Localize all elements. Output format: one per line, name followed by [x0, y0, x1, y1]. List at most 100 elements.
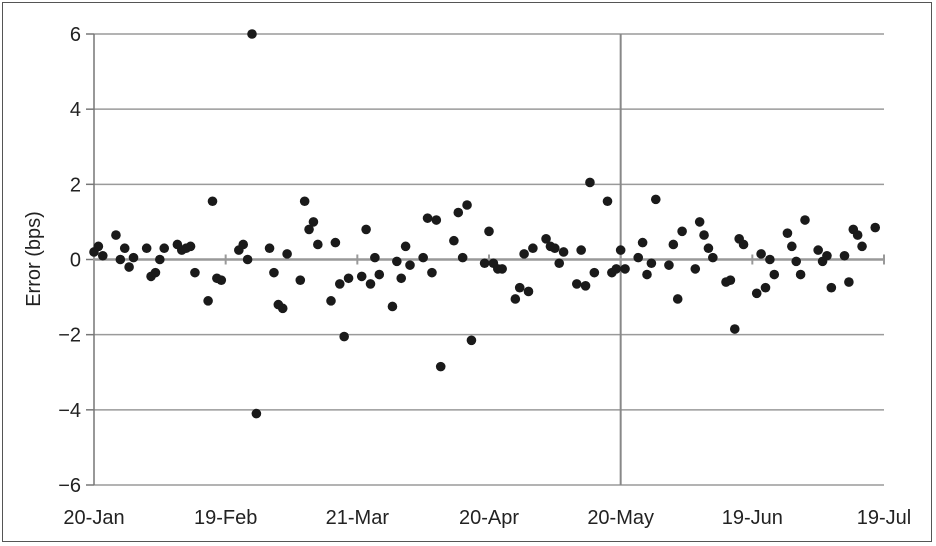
- data-points: [89, 29, 881, 419]
- data-point: [264, 243, 275, 254]
- data-point: [795, 269, 806, 280]
- data-point: [611, 264, 622, 274]
- data-point: [159, 243, 170, 254]
- data-point: [664, 260, 674, 270]
- data-point: [128, 252, 139, 263]
- data-point: [760, 282, 771, 293]
- data-point: [576, 245, 586, 255]
- y-axis-title: Error (bps): [23, 211, 45, 307]
- data-point: [571, 279, 582, 289]
- data-point: [356, 271, 367, 282]
- data-point: [580, 281, 591, 291]
- data-point: [826, 282, 837, 293]
- data-point: [365, 279, 376, 289]
- data-point: [554, 258, 565, 269]
- y-tick-label: 4: [70, 99, 81, 121]
- data-point: [150, 267, 161, 278]
- data-point: [374, 269, 385, 280]
- data-point: [111, 230, 121, 240]
- data-point: [558, 247, 569, 257]
- data-point: [694, 217, 705, 227]
- data-point: [738, 239, 749, 250]
- data-point: [677, 226, 687, 237]
- data-point: [216, 275, 227, 285]
- data-point: [541, 234, 551, 244]
- x-tick-label: 20-Apr: [459, 507, 519, 529]
- data-point: [852, 230, 863, 240]
- data-point: [295, 275, 306, 285]
- data-point: [343, 273, 354, 284]
- data-point: [247, 29, 257, 39]
- data-point: [822, 250, 832, 261]
- data-point: [615, 245, 626, 255]
- data-point: [589, 267, 600, 278]
- y-tick-labels: 6 4 2 0 −2 −4 −6: [58, 24, 81, 497]
- data-point: [510, 294, 521, 304]
- data-point: [207, 196, 218, 207]
- data-point: [729, 324, 740, 334]
- y-tick-label: 6: [70, 24, 81, 46]
- data-point: [528, 243, 538, 254]
- y-tick-label: 0: [70, 250, 81, 272]
- data-point: [642, 269, 652, 280]
- data-point: [637, 237, 648, 248]
- data-point: [497, 264, 507, 274]
- data-point: [427, 267, 437, 278]
- data-point: [339, 331, 349, 342]
- data-point: [765, 254, 775, 265]
- data-point: [277, 303, 288, 314]
- data-point: [238, 239, 249, 250]
- data-point: [449, 235, 459, 246]
- x-tick-label: 20-May: [587, 507, 654, 529]
- data-point: [725, 275, 736, 285]
- x-tick-label: 19-Jun: [722, 507, 783, 529]
- data-point: [119, 243, 130, 254]
- data-point: [304, 224, 314, 235]
- data-point: [787, 241, 797, 252]
- data-point: [514, 282, 525, 293]
- y-tick-label: −2: [58, 325, 81, 347]
- data-point: [330, 237, 341, 248]
- x-tick-label: 21-Mar: [326, 507, 390, 529]
- data-point: [870, 222, 881, 233]
- data-point: [602, 196, 613, 207]
- data-point: [782, 228, 793, 238]
- data-point: [269, 267, 279, 278]
- data-point: [751, 288, 762, 299]
- data-point: [756, 249, 766, 259]
- data-point: [405, 260, 415, 270]
- data-point: [422, 213, 433, 223]
- data-point: [190, 267, 200, 278]
- data-point: [242, 254, 253, 265]
- data-point: [672, 294, 683, 304]
- data-point: [668, 239, 679, 250]
- data-point: [844, 277, 854, 287]
- data-point: [519, 249, 529, 259]
- data-point: [299, 196, 310, 207]
- data-point: [769, 269, 780, 280]
- data-point: [313, 239, 323, 250]
- data-point: [484, 226, 494, 237]
- data-point: [435, 361, 446, 372]
- gridlines: [94, 33, 884, 486]
- data-point: [251, 408, 262, 419]
- data-point: [462, 200, 472, 210]
- data-point: [523, 286, 534, 297]
- data-point: [453, 207, 464, 218]
- y-tick-label: 2: [70, 174, 81, 196]
- data-point: [308, 217, 319, 227]
- data-point: [646, 258, 657, 269]
- data-point: [457, 252, 468, 263]
- data-point: [155, 254, 165, 265]
- data-point: [633, 252, 644, 263]
- data-point: [800, 215, 810, 225]
- data-point: [387, 301, 398, 312]
- data-point: [418, 252, 428, 263]
- data-point: [141, 243, 152, 254]
- y-tick-label: −4: [58, 400, 81, 422]
- data-point: [650, 194, 661, 205]
- y-tick-label: −6: [58, 475, 81, 497]
- x-tick-label: 20-Jan: [63, 507, 124, 529]
- data-point: [326, 296, 336, 306]
- data-point: [466, 335, 477, 346]
